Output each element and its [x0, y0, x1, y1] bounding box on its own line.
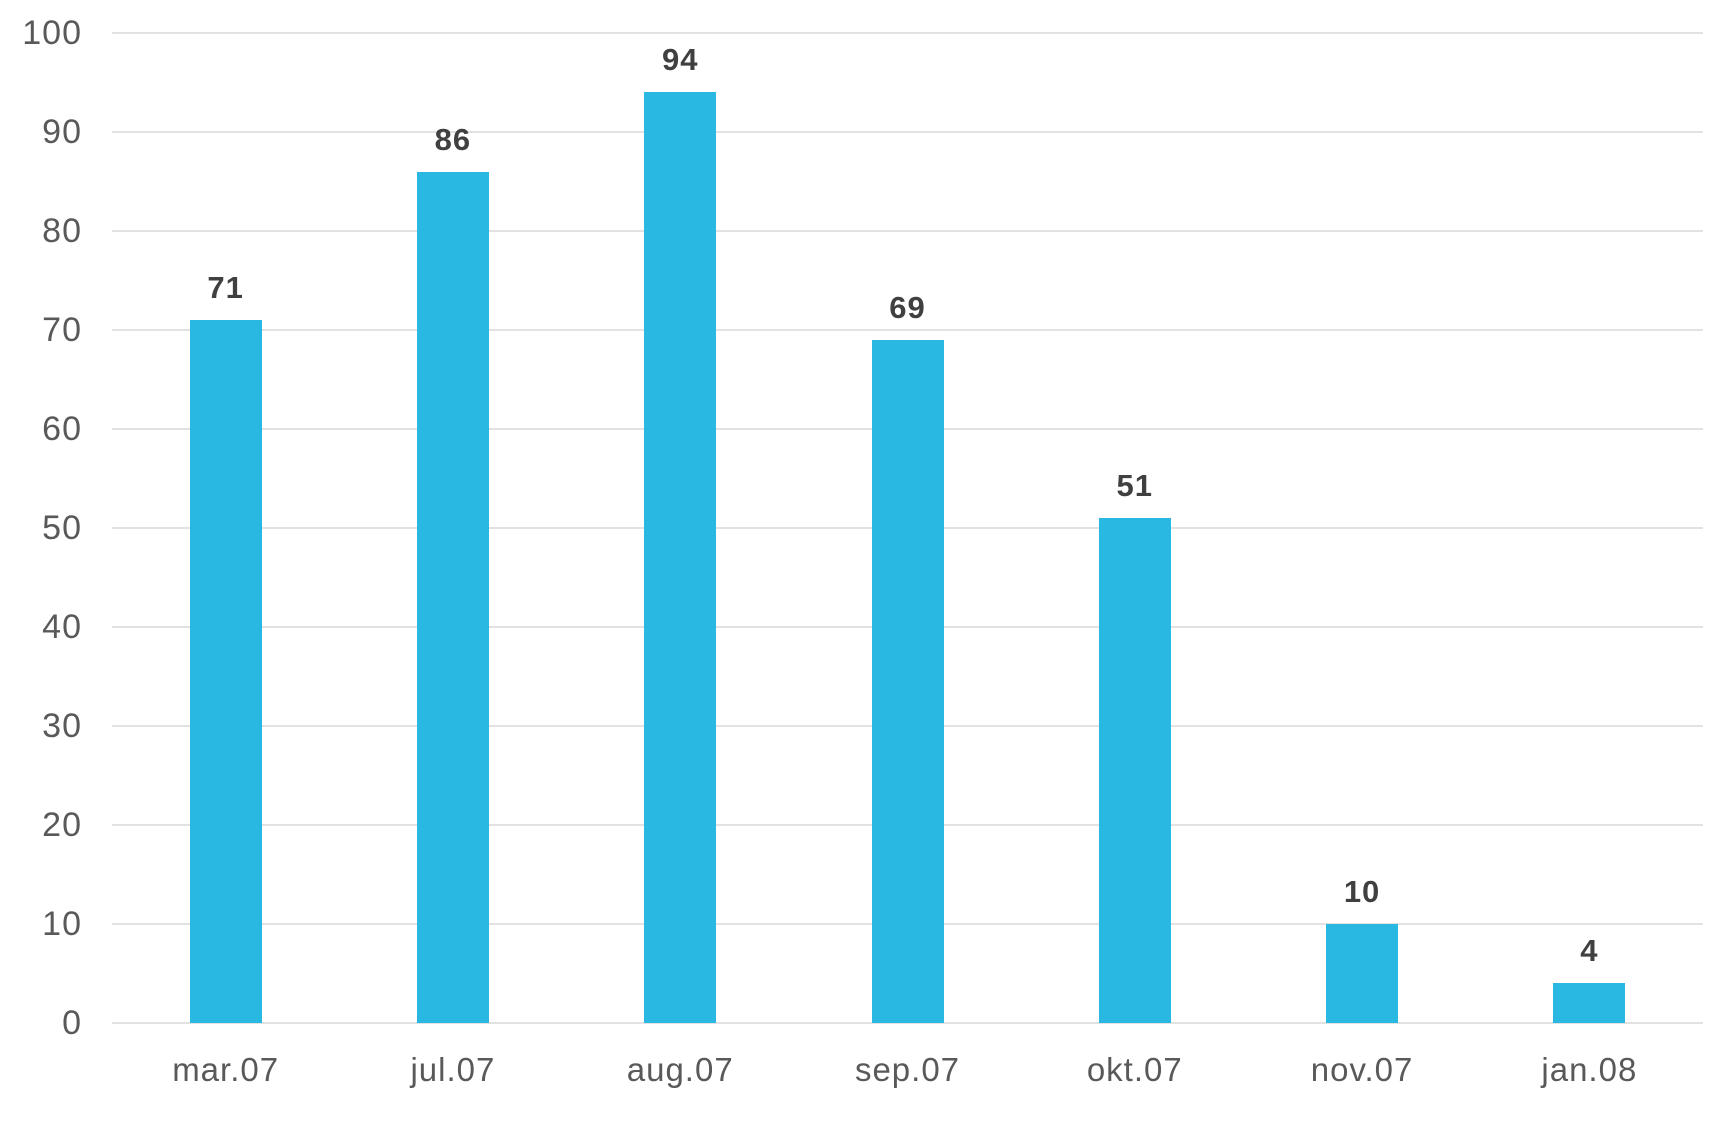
bar-value-label: 51	[1116, 468, 1154, 504]
bar-sep.07	[871, 339, 944, 1023]
bar-mar.07	[189, 320, 262, 1023]
bar-value-label: 10	[1343, 874, 1381, 909]
bar-nov.07	[1326, 924, 1399, 1023]
y-tick-label: 50	[42, 509, 82, 547]
bar-value-label: 71	[207, 270, 244, 306]
y-tick-label: 100	[22, 14, 82, 52]
bar-value-label: 86	[434, 121, 472, 157]
y-tick-label: 20	[42, 806, 82, 844]
bar-okt.07	[1098, 518, 1171, 1023]
bar-aug.07	[644, 92, 717, 1023]
x-category-label: mar.07	[172, 1051, 280, 1088]
y-tick-label: 70	[42, 311, 82, 349]
y-tick-label: 80	[42, 212, 82, 250]
y-tick-label: 10	[42, 905, 82, 943]
x-category-label: jan.08	[1541, 1051, 1638, 1088]
y-tick-label: 30	[42, 707, 82, 745]
gridline	[112, 1022, 1703, 1024]
bar-value-label: 4	[1580, 933, 1599, 969]
y-tick-label: 40	[42, 608, 82, 646]
plot-area: 0 10 20 30 40 50 60 70 80 90 100 71 mar.07 86 jul.07 94…	[22, 14, 1703, 1088]
x-category-label: okt.07	[1086, 1051, 1183, 1088]
gridline	[112, 131, 1703, 133]
bar-jan.08	[1553, 983, 1626, 1023]
gridline	[112, 329, 1703, 331]
x-category-label: aug.07	[626, 1051, 734, 1088]
gridline	[112, 230, 1703, 232]
x-category-label: nov.07	[1310, 1051, 1414, 1088]
bar-value-label: 94	[661, 42, 699, 78]
gridline	[112, 32, 1703, 34]
x-category-label: sep.07	[854, 1051, 961, 1088]
y-tick-label: 90	[42, 113, 82, 151]
x-category-label: jul.07	[410, 1051, 496, 1088]
y-tick-label: 0	[62, 1004, 82, 1042]
bar-value-label: 69	[889, 289, 926, 325]
bar-jul.07	[416, 171, 489, 1023]
y-tick-label: 60	[42, 410, 82, 448]
